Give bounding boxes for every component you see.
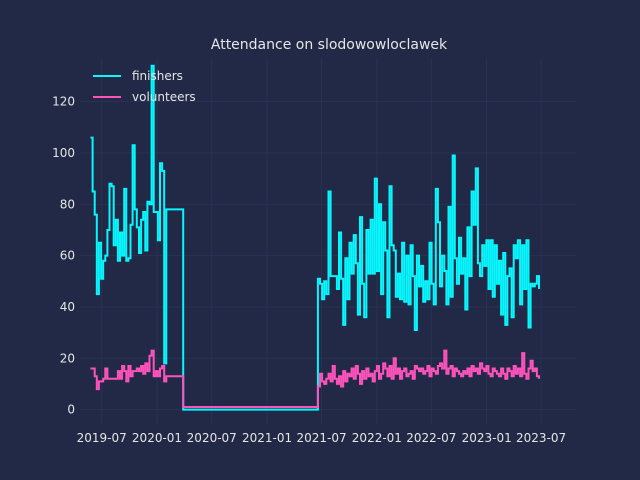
volunteers-line [90,349,540,408]
legend-item-finishers: finishers [93,69,183,83]
legend-item-volunteers: volunteers [93,90,196,104]
x-tick-label: 2020-07 [187,431,237,445]
series-volunteers [90,349,540,408]
legend-label-volunteers: volunteers [132,90,196,104]
legend: finishers volunteers [93,69,196,104]
x-tick-label: 2021-07 [296,431,346,445]
series-finishers [90,64,540,411]
chart-title: Attendance on slodowowloclawek [211,37,448,53]
y-tick-label: 120 [52,95,75,109]
y-tick-label: 20 [60,351,75,365]
x-tick-label: 2019-07 [77,431,127,445]
finishers-line [90,64,540,411]
x-tick-label: 2022-01 [352,431,402,445]
axes: 2019-07 2020-01 2020-07 2021-01 2021-07 2022-… [52,95,566,445]
y-tick-label: 60 [60,249,75,263]
x-tick-label: 2022-07 [406,431,456,445]
x-tick-label: 2020-01 [132,431,182,445]
x-tick-label: 2021-01 [242,431,292,445]
y-tick-label: 80 [60,197,75,211]
series-lines [90,64,540,411]
legend-label-finishers: finishers [132,69,183,83]
y-tick-label: 100 [52,146,75,160]
y-tick-label: 0 [67,403,75,417]
x-tick-label: 2023-07 [516,431,566,445]
x-tick-label: 2023-01 [462,431,512,445]
y-tick-label: 40 [60,300,75,314]
